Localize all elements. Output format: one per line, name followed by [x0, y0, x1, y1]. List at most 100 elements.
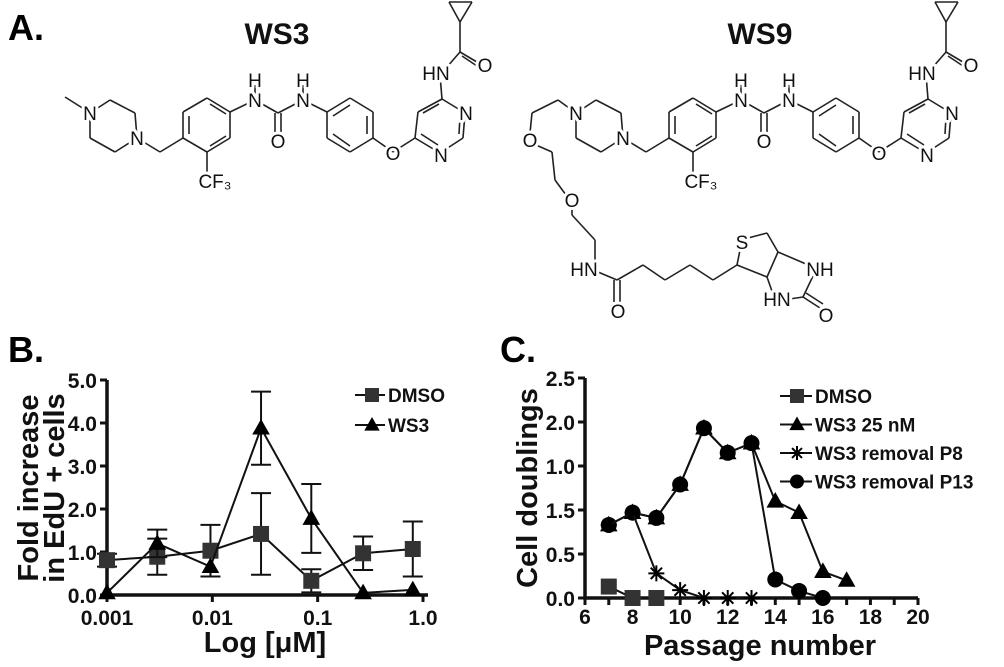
data-point-ws3-removal-p8 [743, 590, 760, 606]
y-tick-label: 2.0 [546, 412, 575, 435]
bond [448, 1, 461, 23]
atom-label: NH [806, 260, 833, 281]
legend-label: WS3 [388, 416, 429, 437]
bond [326, 137, 351, 153]
bond [695, 103, 713, 115]
bond [695, 135, 713, 147]
atom-label: HN [763, 290, 790, 311]
atom-label: N [434, 146, 448, 167]
y-tick-label: 0.0 [68, 585, 97, 608]
bond [535, 144, 553, 153]
atom-label: N [569, 104, 583, 125]
atom-label: H [296, 71, 310, 92]
bond [715, 99, 742, 113]
bond [878, 137, 902, 153]
bond [459, 51, 483, 66]
bond [531, 99, 559, 114]
bond [302, 99, 328, 113]
y-tick-label: 1.0 [68, 542, 97, 565]
bond [439, 51, 461, 76]
bond [802, 296, 821, 309]
x-tick-label: 0.1 [303, 607, 333, 630]
bond [664, 264, 691, 281]
bond [668, 137, 694, 153]
bond [332, 104, 351, 117]
atom-label: HN [908, 64, 935, 85]
bond [925, 137, 950, 154]
bond [945, 1, 959, 23]
bond [736, 249, 741, 266]
bond [622, 137, 647, 153]
panel-label-a: A. [8, 7, 44, 48]
data-point-ws3-25-nm [837, 571, 856, 587]
bond [642, 264, 666, 281]
legend-label: WS3 25 nM [815, 416, 915, 437]
data-point-ws3-removal-p13 [672, 476, 689, 493]
x-tick-label: 20 [906, 606, 929, 629]
bond [575, 137, 602, 153]
bond [766, 232, 779, 253]
atom-label: O [819, 306, 834, 327]
bond [620, 112, 624, 139]
bond [420, 133, 439, 146]
data-point-ws3-25-nm [790, 503, 808, 520]
legend-label: WS3 removal P8 [815, 444, 963, 465]
y-tick-label: 0.5 [546, 544, 576, 567]
atom-label: O [565, 191, 580, 212]
data-point-ws3 [201, 557, 220, 574]
bond [182, 137, 208, 153]
legend-marker-dmso [790, 389, 804, 403]
bond [900, 137, 927, 154]
bond [777, 251, 807, 265]
bond [326, 97, 351, 113]
data-point-dmso [355, 545, 372, 562]
atom-label: O [386, 144, 401, 165]
bond [782, 296, 804, 301]
bond [372, 137, 394, 153]
atom-label: N [459, 104, 473, 125]
x-axis-label: Log [μM] [204, 627, 326, 659]
bond [332, 133, 351, 147]
data-point-ws3-removal-p8 [672, 582, 689, 599]
x-tick-label: 0.01 [192, 607, 233, 630]
bond [209, 135, 227, 147]
bond [900, 111, 905, 139]
data-point-ws3-removal-p13 [743, 435, 760, 452]
data-point-dmso [303, 572, 320, 589]
bond [927, 98, 952, 114]
bond [947, 55, 967, 69]
legend-label: WS3 removal P13 [815, 473, 973, 494]
data-point-dmso [99, 552, 115, 569]
atom-label: N [83, 104, 97, 125]
bond [159, 137, 184, 153]
bond [462, 112, 466, 139]
data-point-ws3 [98, 583, 116, 600]
atom-label: N [782, 91, 796, 112]
bond [206, 97, 231, 113]
bond [529, 112, 533, 134]
bond [206, 137, 231, 153]
y-tick-label: 1.5 [546, 500, 576, 523]
bond [277, 99, 304, 114]
bond [712, 264, 738, 281]
chart-c: 0.0 0.5 1.5 1.0 2.0 2.5 6 8 10 12 14 16 18 20 Passage … [512, 368, 973, 662]
atom-label: H [734, 71, 748, 92]
data-point-ws3 [403, 580, 422, 597]
x-axis-label: Passage number [644, 630, 876, 662]
atom-label: O [271, 132, 286, 153]
bond [948, 112, 952, 139]
atom-label: HN [422, 64, 449, 85]
bond [945, 51, 969, 66]
bond [114, 137, 138, 153]
y-tick-label: 3.0 [68, 456, 97, 479]
legend-marker-ws3-removal-p8 [790, 446, 804, 460]
atom-label: N [616, 129, 630, 150]
bond [944, 116, 947, 135]
bond [805, 292, 824, 305]
data-point-ws3-25-nm [814, 562, 832, 578]
data-point-ws3-removal-p13 [791, 582, 808, 599]
data-point-ws3-removal-p13 [648, 509, 665, 526]
bond [459, 1, 473, 23]
bond [551, 151, 556, 181]
